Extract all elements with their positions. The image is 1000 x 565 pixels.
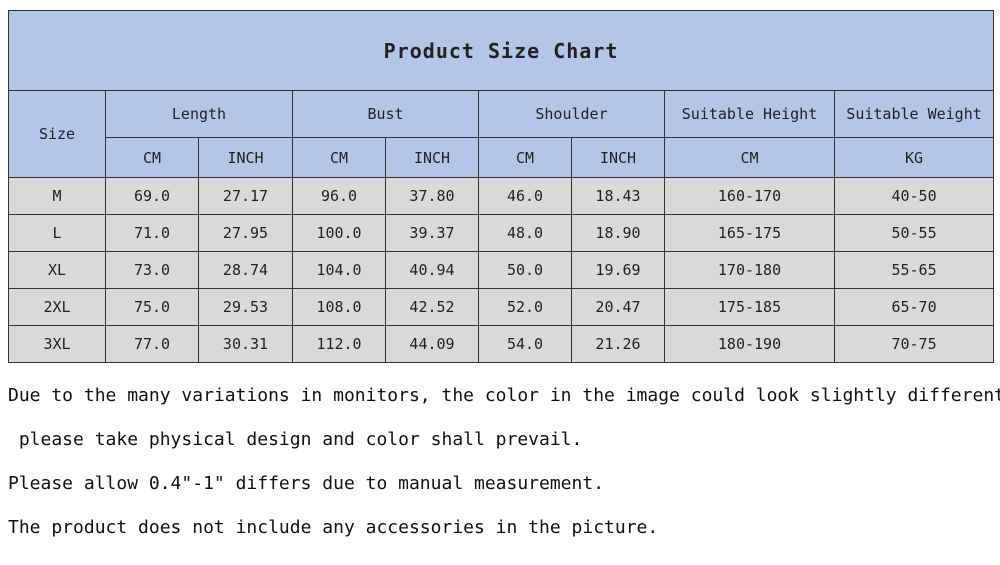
size-cell: 3XL <box>8 325 106 363</box>
value-cell: 20.47 <box>571 288 665 326</box>
value-cell: 175-185 <box>664 288 835 326</box>
value-cell: 27.95 <box>198 214 293 252</box>
value-cell: 21.26 <box>571 325 665 363</box>
table-row: L 71.0 27.95 100.0 39.37 48.0 18.90 165-175 50-5… <box>8 214 995 252</box>
value-cell: 108.0 <box>292 288 386 326</box>
value-cell: 160-170 <box>664 177 835 215</box>
header-size: Size <box>8 90 106 178</box>
value-cell: 50-55 <box>833 214 995 252</box>
table-row: XL 73.0 28.74 104.0 40.94 50.0 19.69 170-180 55-… <box>8 251 995 289</box>
table-row: 3XL 77.0 30.31 112.0 44.09 54.0 21.26 180-190 70… <box>8 325 995 363</box>
table-row: 2XL 75.0 29.53 108.0 42.52 52.0 20.47 175-185 65… <box>8 288 995 326</box>
size-cell: 2XL <box>8 288 106 326</box>
notes: Due to the many variations in monitors, … <box>8 382 1000 558</box>
header-shoulder: Shoulder <box>478 90 665 138</box>
value-cell: 18.43 <box>571 177 665 215</box>
value-cell: 54.0 <box>478 325 572 363</box>
subheader-cm: CM <box>292 137 386 178</box>
value-cell: 46.0 <box>478 177 572 215</box>
value-cell: 44.09 <box>385 325 479 363</box>
size-cell: XL <box>8 251 106 289</box>
value-cell: 77.0 <box>105 325 199 363</box>
value-cell: 170-180 <box>664 251 835 289</box>
header-height: Suitable Height <box>664 90 835 138</box>
value-cell: 27.17 <box>198 177 293 215</box>
value-cell: 37.80 <box>385 177 479 215</box>
value-cell: 70-75 <box>833 325 995 363</box>
size-cell: L <box>8 214 106 252</box>
value-cell: 40.94 <box>385 251 479 289</box>
value-cell: 39.37 <box>385 214 479 252</box>
subheader-kg: KG <box>833 137 995 178</box>
size-cell: M <box>8 177 106 215</box>
value-cell: 69.0 <box>105 177 199 215</box>
value-cell: 104.0 <box>292 251 386 289</box>
subheader-cm: CM <box>105 137 199 178</box>
value-cell: 30.31 <box>198 325 293 363</box>
size-chart-table: Product Size Chart Size Length Bust Shou… <box>7 10 995 363</box>
header-length: Length <box>105 90 293 138</box>
value-cell: 112.0 <box>292 325 386 363</box>
chart-title: Product Size Chart <box>7 10 995 91</box>
table-row: M 69.0 27.17 96.0 37.80 46.0 18.43 160-170 40-50 <box>8 177 995 215</box>
value-cell: 28.74 <box>198 251 293 289</box>
value-cell: 75.0 <box>105 288 199 326</box>
value-cell: 55-65 <box>833 251 995 289</box>
header-weight: Suitable Weight <box>833 90 995 138</box>
subheader-cm: CM <box>478 137 572 178</box>
value-cell: 18.90 <box>571 214 665 252</box>
value-cell: 96.0 <box>292 177 386 215</box>
subheader-cm: CM <box>664 137 835 178</box>
value-cell: 42.52 <box>385 288 479 326</box>
note-line: Due to the many variations in monitors, … <box>8 385 1000 406</box>
value-cell: 52.0 <box>478 288 572 326</box>
value-cell: 100.0 <box>292 214 386 252</box>
value-cell: 65-70 <box>833 288 995 326</box>
header-bust: Bust <box>292 90 479 138</box>
note-line: please take physical design and color sh… <box>8 429 583 450</box>
value-cell: 180-190 <box>664 325 835 363</box>
value-cell: 40-50 <box>833 177 995 215</box>
value-cell: 19.69 <box>571 251 665 289</box>
value-cell: 48.0 <box>478 214 572 252</box>
note-line: Please allow 0.4"-1" differs due to manu… <box>8 473 605 494</box>
subheader-inch: INCH <box>385 137 479 178</box>
value-cell: 73.0 <box>105 251 199 289</box>
value-cell: 71.0 <box>105 214 199 252</box>
value-cell: 50.0 <box>478 251 572 289</box>
value-cell: 165-175 <box>664 214 835 252</box>
subheader-inch: INCH <box>571 137 665 178</box>
subheader-inch: INCH <box>198 137 293 178</box>
note-line: The product does not include any accesso… <box>8 517 659 538</box>
value-cell: 29.53 <box>198 288 293 326</box>
